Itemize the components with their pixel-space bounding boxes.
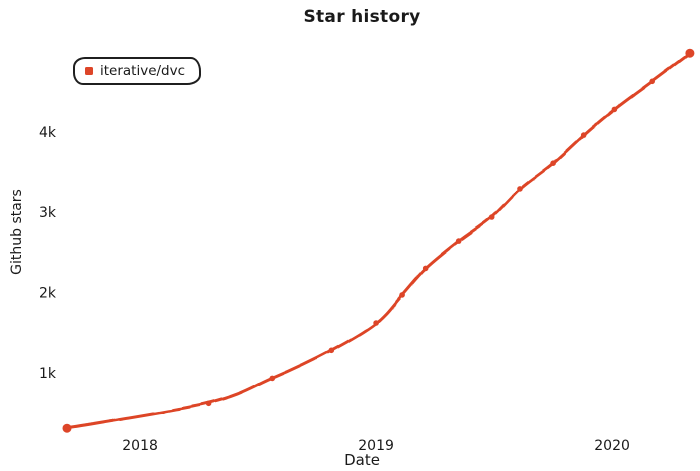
data-point-dot xyxy=(455,238,462,244)
data-point-dot xyxy=(269,375,276,382)
y-tick-label-2k: 2k xyxy=(39,286,57,302)
y-tick-label-3k: 3k xyxy=(39,205,57,221)
data-point-dot xyxy=(62,423,72,433)
data-point-dot xyxy=(422,265,429,272)
chart-title: Star history xyxy=(303,7,421,27)
data-point-dot xyxy=(649,78,655,85)
legend-series-marker-icon xyxy=(85,67,93,75)
data-point-dot xyxy=(205,400,212,407)
data-point-dot xyxy=(328,347,335,354)
x-tick-label-2020: 2020 xyxy=(594,438,630,454)
y-tick-label-1k: 1k xyxy=(39,366,57,382)
data-point-dot xyxy=(580,132,587,138)
x-tick-label-2018: 2018 xyxy=(122,438,158,454)
data-point-dot xyxy=(550,160,556,166)
data-point-dot xyxy=(685,48,695,58)
data-point-dot xyxy=(373,320,379,326)
series-line-iterative-dvc xyxy=(65,51,692,430)
legend: iterative/dvc xyxy=(73,57,202,85)
x-axis-title: Date xyxy=(344,451,380,469)
data-point-dot xyxy=(517,186,523,192)
legend-series-label: iterative/dvc xyxy=(100,63,186,79)
data-point-dot xyxy=(488,214,495,220)
x-tick-label-2019: 2019 xyxy=(358,438,394,454)
y-tick-label-4k: 4k xyxy=(39,125,57,141)
data-point-dot xyxy=(399,292,405,298)
data-point-dot xyxy=(611,106,618,113)
